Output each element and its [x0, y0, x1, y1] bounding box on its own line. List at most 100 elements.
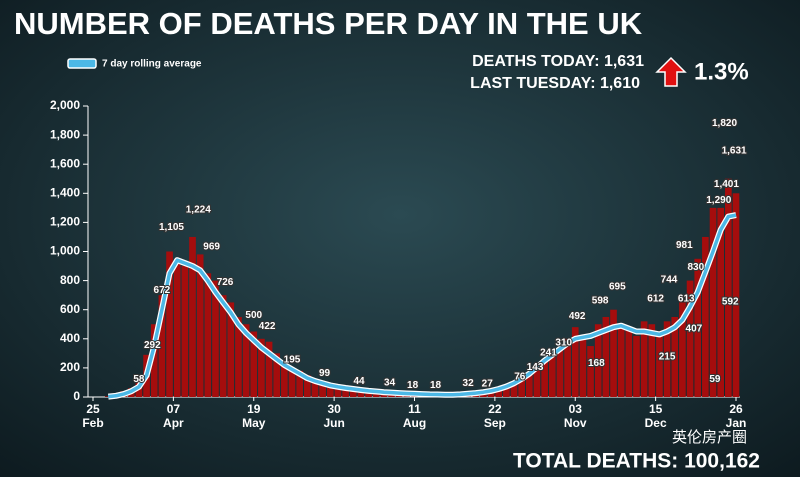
bar: [158, 295, 166, 397]
x-tick-label: 30: [327, 402, 341, 416]
legend-label: 7 day rolling average: [102, 59, 202, 70]
y-tick-label: 400: [60, 331, 80, 345]
bar: [196, 254, 204, 397]
data-label: 76: [514, 372, 526, 383]
x-tick-month: Apr: [163, 416, 184, 430]
bar: [579, 338, 587, 397]
bar: [288, 367, 296, 397]
data-label: 143: [527, 362, 544, 373]
bar: [548, 353, 556, 397]
x-tick-month: Feb: [82, 416, 103, 430]
x-tick-label: 11: [408, 402, 421, 416]
x-tick-label: 25: [86, 402, 100, 416]
data-label: 1,290: [706, 195, 731, 206]
data-label: 34: [384, 378, 396, 389]
legend-swatch: [67, 58, 97, 69]
data-label: 168: [588, 358, 605, 369]
total-deaths: TOTAL DEATHS: 100,162: [513, 450, 760, 473]
data-label: 407: [686, 323, 703, 334]
bar: [725, 178, 732, 397]
bar: [648, 324, 656, 397]
y-tick-label: 1,000: [50, 244, 80, 258]
bar: [273, 353, 281, 397]
x-tick-month: May: [242, 416, 266, 430]
bar: [265, 341, 273, 397]
bar: [709, 207, 717, 397]
bar: [212, 280, 219, 397]
bar: [326, 385, 334, 397]
data-label: 292: [144, 340, 161, 351]
data-label: 32: [463, 378, 475, 389]
x-tick-label: 03: [569, 402, 583, 416]
bar: [342, 388, 349, 397]
bar: [334, 386, 342, 397]
x-tick-month: Nov: [564, 416, 587, 430]
data-label: 44: [353, 376, 365, 387]
bar: [258, 338, 265, 397]
x-tick-month: Aug: [403, 416, 426, 430]
data-label: 744: [661, 274, 678, 285]
bar: [625, 327, 633, 397]
data-label: 195: [284, 354, 301, 365]
data-label: 969: [203, 242, 220, 253]
bar: [610, 309, 617, 397]
data-label: 241: [540, 348, 557, 359]
deaths-today: DEATHS TODAY: 1,631: [472, 53, 644, 70]
bar: [189, 236, 196, 397]
bar: [319, 382, 326, 397]
chart-title: NUMBER OF DEATHS PER DAY IN THE UK: [14, 6, 643, 41]
bar: [732, 193, 740, 397]
bar: [503, 386, 510, 397]
x-tick-month: Sep: [484, 416, 506, 430]
bar: [564, 338, 571, 397]
bar: [349, 389, 357, 397]
bar: [694, 258, 702, 397]
x-tick-label: 07: [167, 402, 181, 416]
data-label: 215: [659, 351, 676, 362]
data-label: 18: [407, 380, 419, 391]
data-label: 612: [647, 294, 664, 305]
y-tick-label: 0: [73, 389, 80, 403]
line: [108, 213, 737, 399]
x-tick-label: 19: [247, 402, 261, 416]
data-label: 830: [687, 262, 704, 273]
bar: [686, 280, 694, 397]
bar: [219, 295, 227, 397]
bar: [487, 391, 495, 397]
bar: [281, 360, 288, 397]
bar: [533, 367, 541, 397]
data-label: 422: [259, 321, 276, 332]
data-label: 726: [217, 277, 234, 288]
bar: [541, 360, 548, 397]
data-label: 981: [676, 240, 693, 251]
bar: [166, 251, 173, 397]
bar: [717, 207, 725, 397]
x-tick-month: Dec: [645, 416, 667, 430]
bar: [602, 316, 610, 397]
y-tick-label: 1,800: [50, 127, 80, 141]
bar: [671, 316, 679, 397]
x-tick-label: 26: [729, 402, 743, 416]
x-tick-month: Jan: [726, 416, 747, 430]
y-tick-label: 1,400: [50, 185, 80, 199]
data-label: 310: [555, 338, 572, 349]
data-label: 1,401: [714, 179, 739, 190]
data-label: 58: [133, 374, 145, 385]
bar: [594, 324, 602, 397]
bar: [495, 388, 503, 397]
x-tick-label: 15: [649, 402, 663, 416]
bar: [150, 324, 158, 397]
bar: [250, 331, 258, 397]
y-tick-label: 200: [60, 360, 80, 374]
data-label: 500: [245, 310, 262, 321]
bar: [181, 266, 189, 397]
change: 1.3%: [694, 58, 749, 85]
bar: [702, 236, 709, 397]
data-label: 1,105: [159, 222, 184, 233]
bar: [296, 370, 304, 397]
data-label: 27: [482, 379, 494, 390]
bar: [365, 391, 372, 397]
data-label: 492: [569, 311, 586, 322]
bar: [656, 331, 663, 397]
